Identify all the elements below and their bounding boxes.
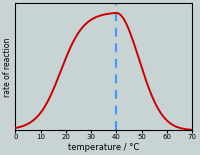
- X-axis label: temperature / °C: temperature / °C: [68, 143, 139, 152]
- Y-axis label: rate of reaction: rate of reaction: [3, 37, 12, 97]
